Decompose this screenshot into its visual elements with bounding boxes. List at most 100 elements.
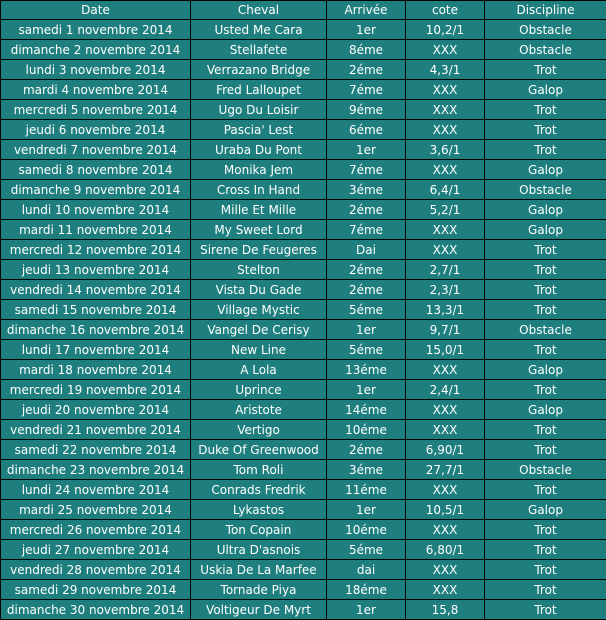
table-row: samedi 29 novembre 2014 Tornade Piya 18éme… xyxy=(0,579,606,600)
cell-date: lundi 3 novembre 2014 xyxy=(0,59,191,80)
cell-discipline: Galop xyxy=(484,199,606,220)
cell-odds: XXX xyxy=(405,479,485,500)
cell-odds: XXX xyxy=(405,219,485,240)
cell-odds: XXX xyxy=(405,159,485,180)
cell-date: mercredi 5 novembre 2014 xyxy=(0,99,191,120)
cell-discipline: Trot xyxy=(484,579,606,600)
cell-odds: XXX xyxy=(405,39,485,60)
table-row: lundi 3 novembre 2014 Verrazano Bridge 2ém… xyxy=(0,59,606,80)
table-row: jeudi 6 novembre 2014 Pascia' Lest 6éme XXX… xyxy=(0,119,606,140)
cell-odds: 2,7/1 xyxy=(405,259,485,280)
cell-horse: Aristote xyxy=(190,399,327,420)
cell-discipline: Trot xyxy=(484,139,606,160)
cell-arrival: 1er xyxy=(326,379,406,400)
cell-horse: Tornade Piya xyxy=(190,579,327,600)
cell-date: lundi 24 novembre 2014 xyxy=(0,479,191,500)
cell-date: dimanche 23 novembre 2014 xyxy=(0,459,191,480)
cell-date: samedi 8 novembre 2014 xyxy=(0,159,191,180)
cell-date: samedi 29 novembre 2014 xyxy=(0,579,191,600)
cell-date: lundi 17 novembre 2014 xyxy=(0,339,191,360)
table-row: mercredi 12 novembre 2014 Sirene De Feuge… xyxy=(0,239,606,260)
cell-horse: Pascia' Lest xyxy=(190,119,327,140)
cell-horse: Verrazano Bridge xyxy=(190,59,327,80)
cell-arrival: 1er xyxy=(326,319,406,340)
cell-horse: Vangel De Cerisy xyxy=(190,319,327,340)
column-header-discipline: Discipline xyxy=(484,0,606,20)
cell-date: vendredi 7 novembre 2014 xyxy=(0,139,191,160)
cell-odds: XXX xyxy=(405,79,485,100)
cell-date: mercredi 26 novembre 2014 xyxy=(0,519,191,540)
cell-date: dimanche 2 novembre 2014 xyxy=(0,39,191,60)
cell-discipline: Obstacle xyxy=(484,179,606,200)
cell-odds: XXX xyxy=(405,579,485,600)
cell-horse: Voltigeur De Myrt xyxy=(190,599,327,620)
cell-arrival: 5éme xyxy=(326,299,406,320)
cell-horse: Uskia De La Marfee xyxy=(190,559,327,580)
table-row: mercredi 26 novembre 2014 Ton Copain 10éme… xyxy=(0,519,606,540)
cell-discipline: Galop xyxy=(484,499,606,520)
cell-discipline: Trot xyxy=(484,99,606,120)
cell-horse: New Line xyxy=(190,339,327,360)
cell-horse: Vertigo xyxy=(190,419,327,440)
table-row: jeudi 27 novembre 2014 Ultra D'asnois 5éme… xyxy=(0,539,606,560)
cell-horse: Duke Of Greenwood xyxy=(190,439,327,460)
cell-odds: 27,7/1 xyxy=(405,459,485,480)
column-header-date: Date xyxy=(0,0,191,20)
cell-arrival: 7éme xyxy=(326,159,406,180)
cell-horse: My Sweet Lord xyxy=(190,219,327,240)
cell-discipline: Trot xyxy=(484,299,606,320)
cell-discipline: Trot xyxy=(484,259,606,280)
cell-arrival: 14éme xyxy=(326,399,406,420)
cell-odds: 3,6/1 xyxy=(405,139,485,160)
cell-odds: XXX xyxy=(405,419,485,440)
table-row: dimanche 23 novembre 2014 Tom Roli 3éme 27,… xyxy=(0,459,606,480)
cell-arrival: Dai xyxy=(326,239,406,260)
cell-date: dimanche 16 novembre 2014 xyxy=(0,319,191,340)
cell-date: dimanche 9 novembre 2014 xyxy=(0,179,191,200)
table-row: lundi 10 novembre 2014 Mille Et Mille 2éme… xyxy=(0,199,606,220)
cell-odds: 15,8 xyxy=(405,599,485,620)
cell-horse: Fred Lalloupet xyxy=(190,79,327,100)
cell-arrival: 7éme xyxy=(326,79,406,100)
cell-date: mercredi 19 novembre 2014 xyxy=(0,379,191,400)
cell-date: samedi 1 novembre 2014 xyxy=(0,19,191,40)
cell-horse: Stelton xyxy=(190,259,327,280)
header-row: Date Cheval Arrivée cote Discipline xyxy=(0,0,606,20)
cell-arrival: 18éme xyxy=(326,579,406,600)
cell-arrival: 5éme xyxy=(326,539,406,560)
cell-horse: Monika Jem xyxy=(190,159,327,180)
cell-arrival: 3éme xyxy=(326,459,406,480)
cell-date: jeudi 27 novembre 2014 xyxy=(0,539,191,560)
cell-discipline: Obstacle xyxy=(484,19,606,40)
table-row: samedi 22 novembre 2014 Duke Of Greenwood… xyxy=(0,439,606,460)
cell-odds: 5,2/1 xyxy=(405,199,485,220)
cell-odds: 15,0/1 xyxy=(405,339,485,360)
cell-odds: XXX xyxy=(405,399,485,420)
cell-date: samedi 15 novembre 2014 xyxy=(0,299,191,320)
cell-date: mardi 18 novembre 2014 xyxy=(0,359,191,380)
cell-horse: Stellafete xyxy=(190,39,327,60)
cell-date: mercredi 12 novembre 2014 xyxy=(0,239,191,260)
cell-odds: XXX xyxy=(405,119,485,140)
table-row: mardi 4 novembre 2014 Fred Lalloupet 7éme X… xyxy=(0,79,606,100)
cell-horse: Village Mystic xyxy=(190,299,327,320)
cell-odds: XXX xyxy=(405,559,485,580)
cell-discipline: Obstacle xyxy=(484,39,606,60)
table-row: mercredi 5 novembre 2014 Ugo Du Loisir 9ém… xyxy=(0,99,606,120)
cell-horse: Vista Du Gade xyxy=(190,279,327,300)
cell-date: jeudi 13 novembre 2014 xyxy=(0,259,191,280)
cell-date: mardi 4 novembre 2014 xyxy=(0,79,191,100)
cell-odds: XXX xyxy=(405,239,485,260)
cell-odds: 2,4/1 xyxy=(405,379,485,400)
cell-arrival: 1er xyxy=(326,139,406,160)
cell-arrival: 2éme xyxy=(326,439,406,460)
cell-odds: 6,90/1 xyxy=(405,439,485,460)
cell-arrival: 7éme xyxy=(326,219,406,240)
cell-discipline: Galop xyxy=(484,359,606,380)
cell-discipline: Galop xyxy=(484,79,606,100)
table-row: lundi 24 novembre 2014 Conrads Fredrik 11é… xyxy=(0,479,606,500)
cell-discipline: Obstacle xyxy=(484,459,606,480)
table-row: samedi 15 novembre 2014 Village Mystic 5ém… xyxy=(0,299,606,320)
cell-arrival: 13éme xyxy=(326,359,406,380)
cell-date: jeudi 6 novembre 2014 xyxy=(0,119,191,140)
